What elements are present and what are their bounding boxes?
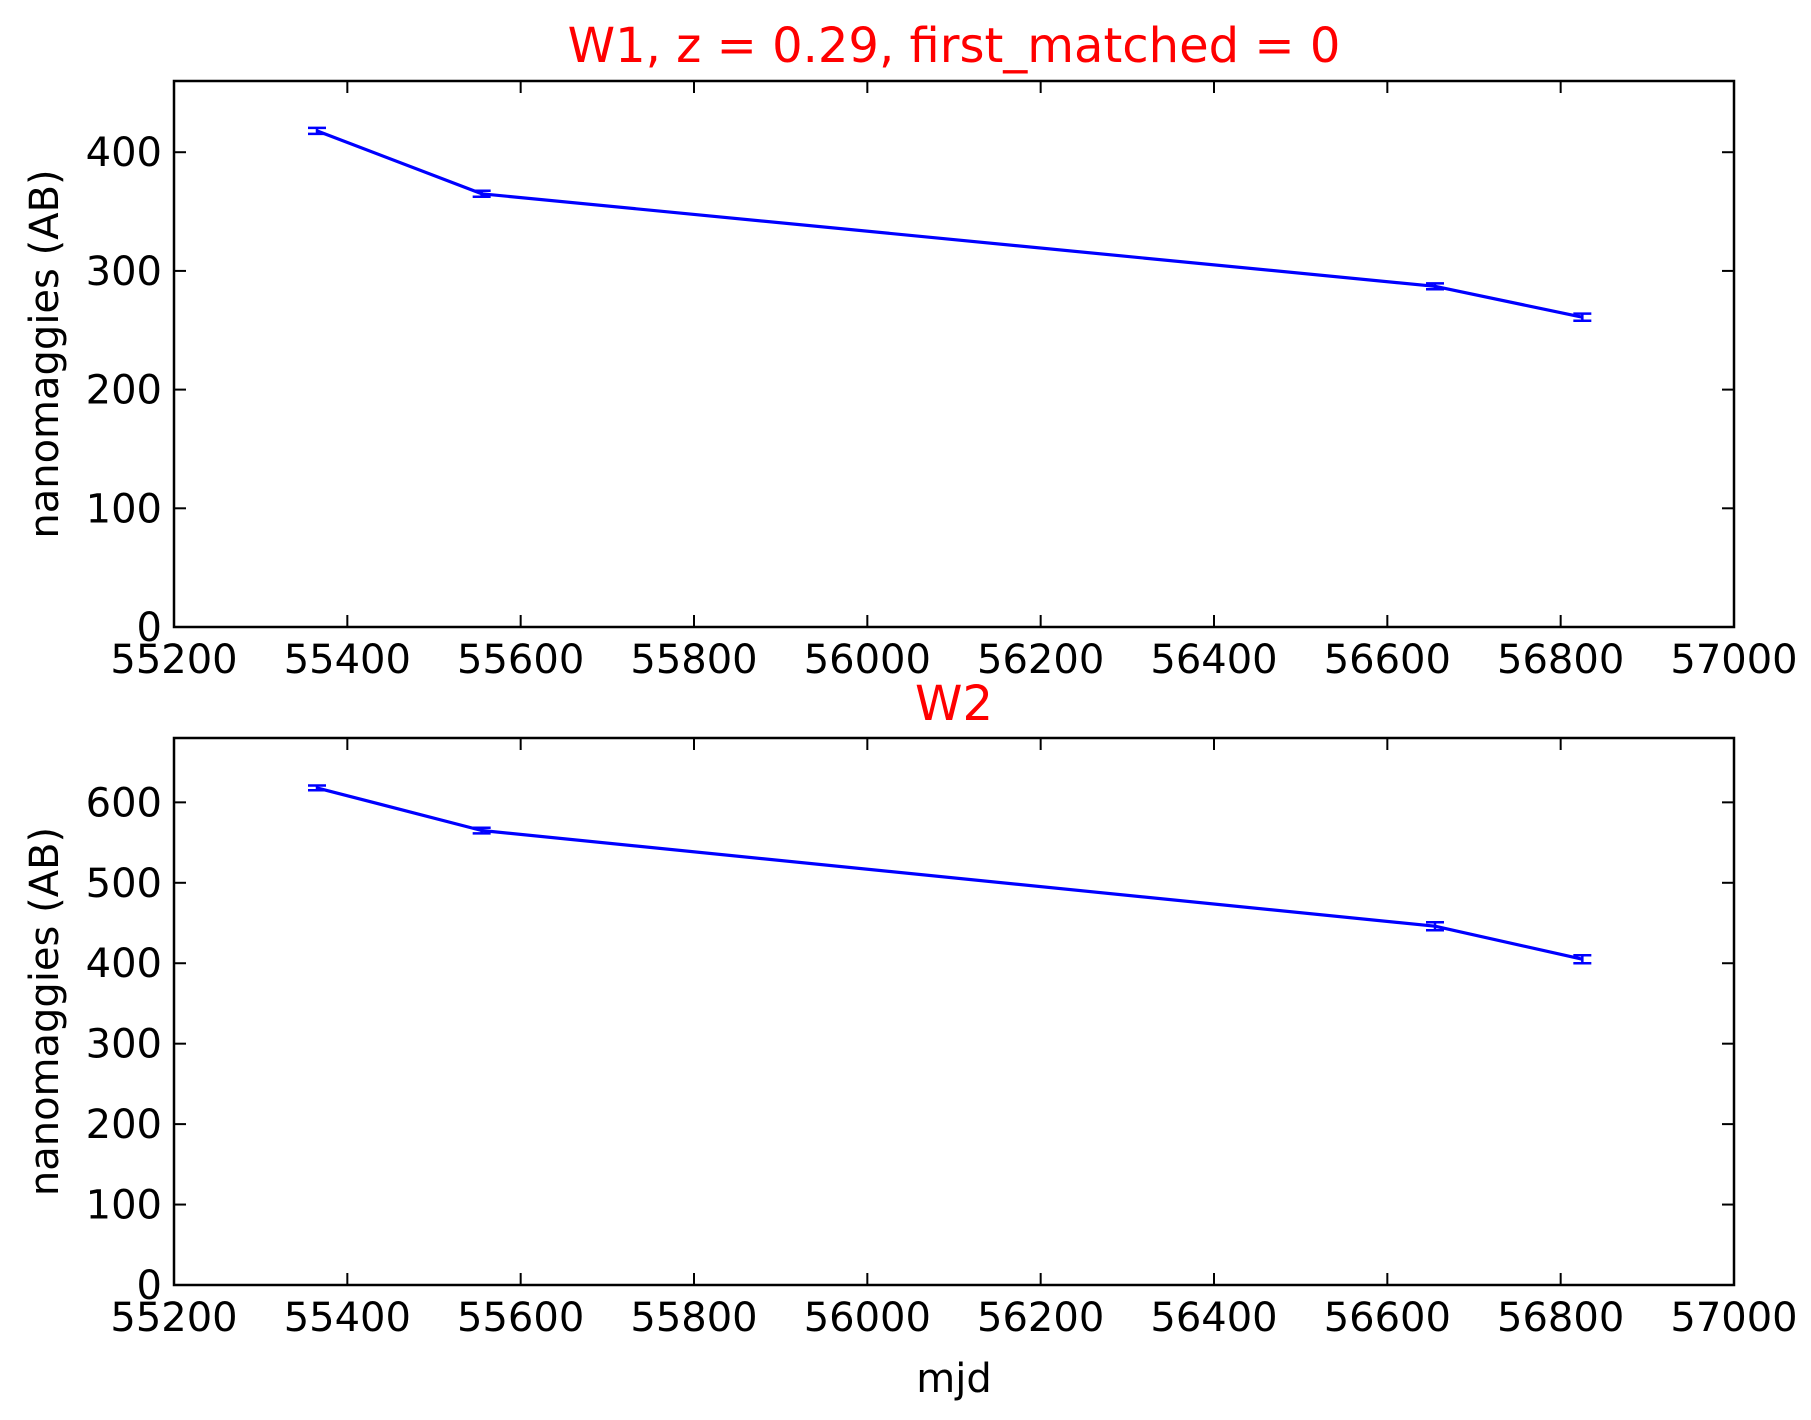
w1-x-tick-label: 56600	[1324, 637, 1451, 683]
w1-plot-frame	[172, 79, 1736, 629]
w2-error-bar	[1573, 953, 1592, 965]
w1-x-tick-label: 56200	[977, 637, 1104, 683]
w2-y-tick-label: 200	[86, 1102, 162, 1148]
w2-x-tick-label: 55400	[284, 1295, 411, 1341]
w1-error-bar	[472, 189, 491, 198]
w2-x-tick-label: 56800	[1497, 1295, 1624, 1341]
w2-error-bar	[308, 784, 326, 792]
w2-panel-title: W2	[915, 676, 993, 732]
w1-panel: W1, z = 0.29, first_matched = 0 nanomagg…	[22, 18, 1798, 683]
w1-x-tick-label: 55400	[284, 637, 411, 683]
w1-x-tick-label: 56800	[1497, 637, 1624, 683]
w2-x-tick-label: 55200	[110, 1295, 237, 1341]
w1-x-tick-label: 57000	[1670, 637, 1797, 683]
w1-panel-title: W1, z = 0.29, first_matched = 0	[568, 18, 1341, 74]
w1-error-bar	[308, 126, 326, 136]
w1-y-tick-label: 300	[86, 249, 162, 295]
w2-x-tick-label: 57000	[1670, 1295, 1797, 1341]
w2-y-tick-label: 300	[86, 1022, 162, 1068]
w2-x-axis-label: mjd	[916, 1356, 991, 1402]
w1-x-tick-label: 55200	[110, 637, 237, 683]
w2-y-axis-label: nanomaggies (AB)	[22, 827, 68, 1196]
w2-series-line	[316, 786, 1583, 961]
w1-y-axis-label: nanomaggies (AB)	[22, 169, 68, 538]
w1-y-tick-label: 0	[137, 605, 162, 651]
w1-y-tick-label: 400	[86, 130, 162, 176]
w1-series-line	[316, 129, 1583, 319]
w2-y-tick-label: 0	[137, 1263, 162, 1309]
w2-plot-frame	[172, 736, 1736, 1287]
w2-y-tick-label: 600	[86, 780, 162, 826]
w2-x-tick-label: 56200	[977, 1295, 1104, 1341]
w1-error-bar	[1573, 312, 1592, 323]
w1-y-tick-label: 200	[86, 368, 162, 414]
w1-y-tick-label: 100	[86, 486, 162, 532]
w2-y-tick-label: 100	[86, 1183, 162, 1229]
w2-y-tick-label: 500	[86, 861, 162, 907]
w2-error-bar	[472, 826, 491, 835]
w1-error-bar	[1426, 282, 1444, 291]
w2-y-tick-label: 400	[86, 941, 162, 987]
w2-x-tick-label: 56000	[804, 1295, 931, 1341]
w1-x-tick-label: 56400	[1150, 637, 1277, 683]
w2-error-bar	[1426, 920, 1444, 932]
w2-x-tick-label: 56600	[1324, 1295, 1451, 1341]
w1-x-tick-label: 55600	[457, 637, 584, 683]
w2-panel: W2 nanomaggies (AB) mjd 55200 55400 55600 5…	[22, 676, 1798, 1402]
w2-x-tick-label: 56400	[1150, 1295, 1277, 1341]
w2-x-tick-label: 55800	[630, 1295, 757, 1341]
w1-x-tick-label: 55800	[630, 637, 757, 683]
w2-x-tick-label: 55600	[457, 1295, 584, 1341]
w1-x-tick-label: 56000	[804, 637, 931, 683]
